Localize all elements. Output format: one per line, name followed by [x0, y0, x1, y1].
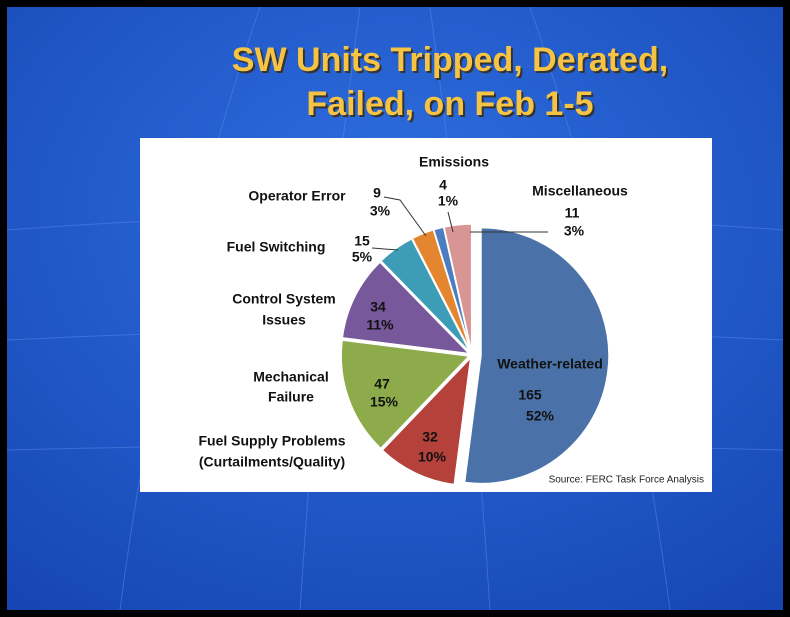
source: Source: FERC Task Force Analysis [549, 475, 704, 486]
pie-slice [381, 355, 472, 486]
slice-label: Issues [262, 312, 306, 328]
title: Failed, on Feb 1-5 [306, 85, 593, 123]
pie [340, 223, 610, 486]
slice-label: Failure [268, 389, 314, 405]
slice-label: Emissions [419, 154, 489, 170]
value-label: 11 [565, 205, 580, 221]
value-label: 4 [439, 177, 447, 193]
value-label: 165 [518, 387, 542, 403]
percent-label: 3% [370, 203, 391, 219]
percent-label: 10% [418, 449, 447, 465]
leader-lines [371, 196, 548, 251]
percent-label: 1% [438, 193, 459, 209]
slice-label: Weather-related [497, 356, 603, 372]
value-label: 9 [373, 185, 381, 201]
slice-label: Operator Error [248, 188, 346, 204]
pie-slice [443, 223, 473, 353]
percent-label: 11% [366, 317, 394, 333]
pie-slice [341, 260, 472, 355]
percent-label: 5% [352, 249, 373, 265]
slice-label: Mechanical [253, 369, 328, 385]
slice-label: Fuel Switching [227, 239, 326, 255]
pie-slice [463, 226, 610, 485]
value-label: 32 [422, 429, 438, 445]
title: SW Units Tripped, Derated, [232, 41, 668, 79]
value-label: 15 [354, 233, 370, 249]
percent-label: 3% [564, 223, 585, 239]
percent-label: 52% [526, 408, 555, 424]
pie-slice [340, 339, 471, 450]
percent-label: 15% [370, 394, 399, 410]
value-label: 47 [374, 376, 390, 392]
slice-label: (Curtailments/Quality) [199, 454, 345, 470]
slice-label: Fuel Supply Problems [198, 433, 345, 449]
value-label: 34 [370, 299, 386, 315]
slice-label: Miscellaneous [532, 183, 628, 199]
slice-label: Control System [232, 291, 335, 307]
